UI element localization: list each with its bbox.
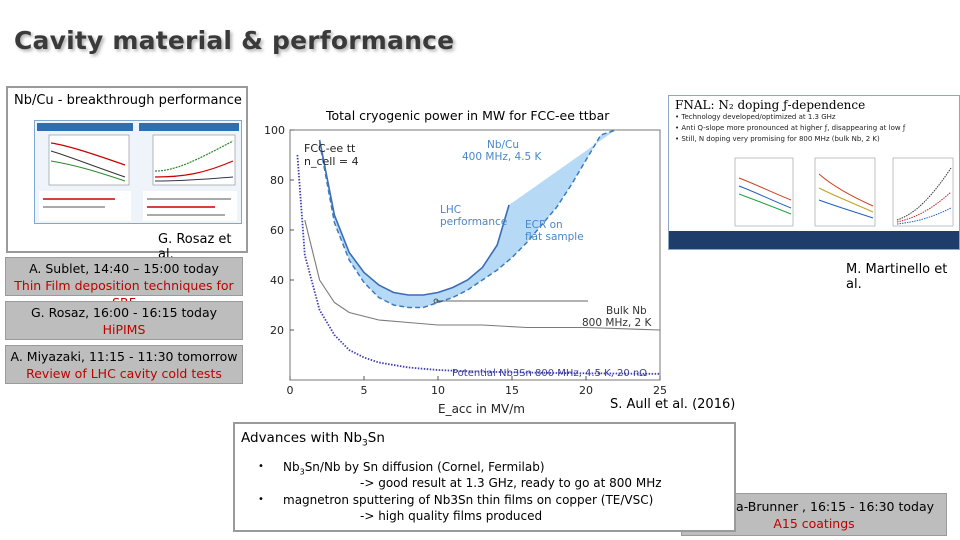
plot-title: Total cryogenic power in MW for FCC-ee t… [326, 108, 610, 123]
nb3sn-heading-a: Advances with Nb [241, 430, 363, 446]
ann-lhc-perf: performance [440, 216, 507, 228]
nbcu-mini-figure [34, 120, 242, 224]
ann-ncell: n_cell = 4 [304, 155, 359, 168]
talk-rosaz-title: HiPIMS [102, 322, 146, 337]
talk-rosaz: G. Rosaz, 16:00 - 16:15 today HiPIMS [5, 301, 243, 340]
ann-nbcu-freq: 400 MHz, 4.5 K [462, 151, 543, 163]
fnal-title: FNAL: N₂ doping ƒ-dependence [675, 98, 866, 112]
fnal-bullet-1: • Technology developed/optimized at 1.3 … [675, 113, 836, 121]
ann-ecr: ECR on [525, 219, 563, 231]
ann-ecr-flat: flat sample [525, 231, 584, 243]
fnal-credit: M. Martinello et al. [846, 262, 948, 292]
y-tick-label: 80 [270, 174, 284, 187]
fnal-bullet-2: • Anti Q-slope more pronounced at higher… [675, 124, 906, 132]
nb3sn-item-2-detail: -> high quality films produced [360, 509, 543, 523]
talk-sublet: A. Sublet, 14:40 – 15:00 today Thin Film… [5, 257, 243, 310]
series-line-3 [304, 219, 660, 331]
fnal-footer-bar [669, 231, 959, 249]
nb3sn-item-1-sub: 3 [299, 467, 305, 477]
y-tick-label: 40 [270, 274, 284, 287]
fnal-bullet-3: • Still, N doping very promising for 800… [675, 135, 880, 143]
nb3sn-heading-b: Sn [367, 430, 385, 446]
x-tick-label: 5 [361, 384, 368, 397]
nb3sn-heading-sub: 3 [362, 438, 368, 449]
x-tick-label: 0 [287, 384, 294, 397]
ann-lhc: LHC [440, 204, 461, 216]
talk-sublet-speaker: A. Sublet, 14:40 – 15:00 today [29, 261, 219, 276]
x-tick-label: 25 [653, 384, 667, 397]
series-line-1 [318, 139, 510, 296]
nb3sn-item-1-b: Sn/Nb by Sn diffusion (Cornel, Fermilab) [304, 460, 545, 474]
fnal-mini-plots [734, 157, 954, 227]
bulk-nb-arrow-start [433, 298, 439, 304]
talk-ilyina-speaker: K. Ilyina-Brunner , 16:15 - 16:30 today [693, 499, 935, 514]
nb3sn-item-2: magnetron sputtering of Nb3Sn thin films… [283, 493, 654, 507]
ann-bulk-nb: Bulk Nb [606, 305, 647, 317]
cryo-power-chart: 0 5 10 15 20 25 20 40 60 80 100 FCC-ee tt n_cell =… [262, 118, 672, 420]
nbcu-box: Nb/Cu - breakthrough performance G. Rosa… [6, 86, 248, 262]
bullet-dot-1: • [258, 461, 264, 472]
y-tick-label: 20 [270, 324, 284, 337]
y-tick-label: 100 [264, 124, 285, 137]
ann-nb3sn: Potential Nb3Sn 800 MHz, 4.5 K, 20 nΩ [452, 368, 647, 379]
x-tick-label: 20 [579, 384, 593, 397]
series-line-4 [296, 154, 660, 375]
nb3sn-heading: Advances with Nb3Sn [241, 430, 385, 449]
x-tick-label: 10 [431, 384, 445, 397]
fnal-box: FNAL: N₂ doping ƒ-dependence • Technolog… [668, 95, 960, 250]
talk-miyazaki: A. Miyazaki, 11:15 - 11:30 tomorrow Revi… [5, 345, 243, 384]
talk-miyazaki-title: Review of LHC cavity cold tests [26, 366, 222, 381]
nb3sn-item-1: Nb3Sn/Nb by Sn diffusion (Cornel, Fermil… [283, 460, 545, 476]
talk-ilyina-title: A15 coatings [773, 516, 855, 531]
nb3sn-box: Advances with Nb3Sn • Nb3Sn/Nb by Sn dif… [233, 422, 736, 532]
ann-nbcu: Nb/Cu [487, 139, 519, 151]
talk-rosaz-speaker: G. Rosaz, 16:00 - 16:15 today [30, 305, 218, 320]
bullet-dot-2: • [258, 494, 264, 505]
series-line-2 [318, 130, 616, 309]
nb3sn-item-1-detail: -> good result at 1.3 GHz, ready to go a… [360, 476, 662, 490]
ann-bulk-nb-freq: 800 MHz, 2 K [582, 317, 653, 329]
ann-fcc: FCC-ee tt [304, 142, 356, 155]
y-tick-label: 60 [270, 224, 284, 237]
talk-miyazaki-speaker: A. Miyazaki, 11:15 - 11:30 tomorrow [10, 349, 238, 364]
nb3sn-item-1-a: Nb [283, 460, 300, 474]
slide-title: Cavity material & performance [14, 26, 455, 55]
nbcu-label: Nb/Cu - breakthrough performance [14, 93, 242, 108]
x-axis-label: E_acc in MV/m [438, 402, 525, 416]
x-tick-label: 15 [505, 384, 519, 397]
plot-credit: S. Aull et al. (2016) [610, 397, 736, 412]
